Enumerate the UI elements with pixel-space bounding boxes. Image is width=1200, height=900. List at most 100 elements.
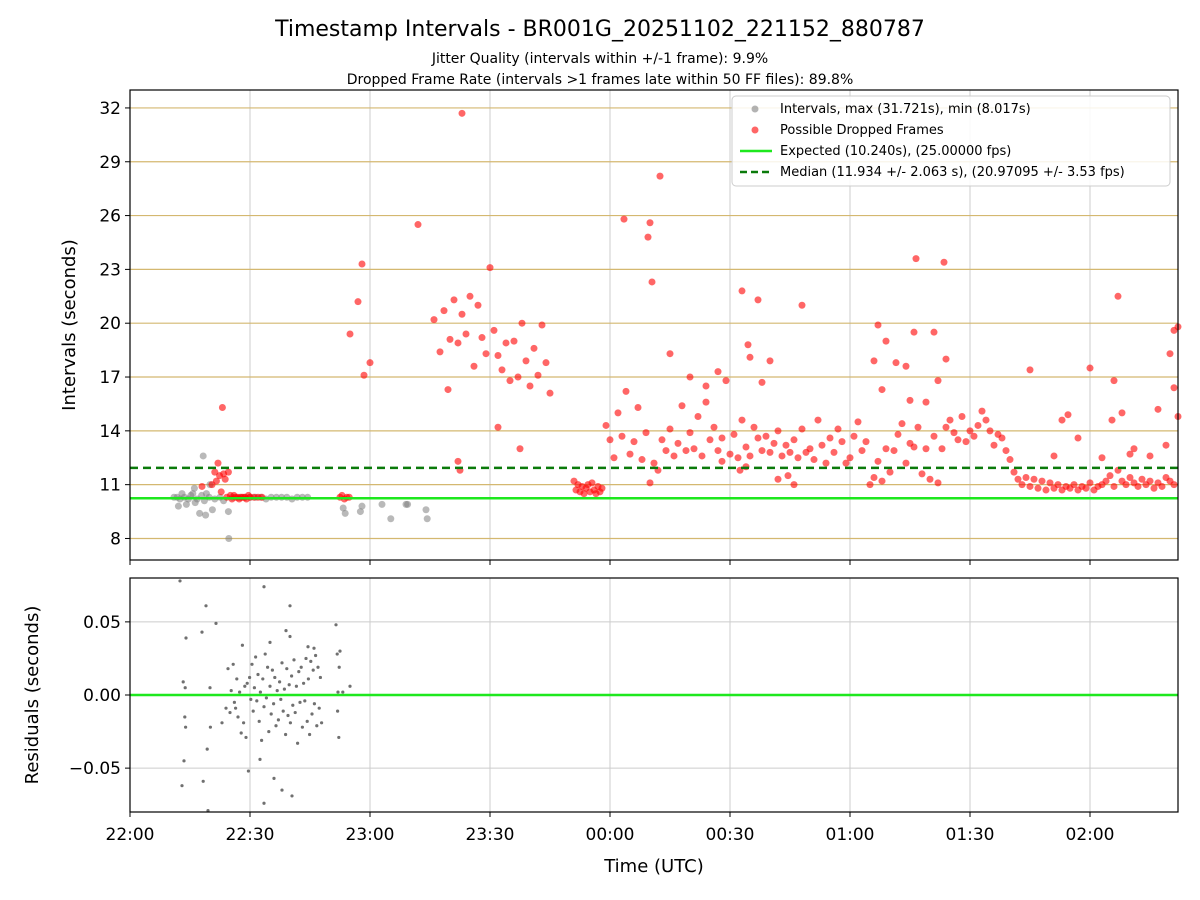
residual-point xyxy=(311,668,315,672)
dropped-frame-point xyxy=(726,450,734,458)
dropped-frame-point xyxy=(782,441,790,449)
residual-point xyxy=(284,732,288,737)
dropped-frame-point xyxy=(934,377,942,385)
dropped-frame-point xyxy=(618,432,626,440)
residual-point xyxy=(248,675,252,680)
dropped-frame-point xyxy=(1074,434,1082,442)
dropped-frame-point xyxy=(1118,409,1126,417)
dropped-frame-point xyxy=(902,362,910,370)
residuals-y-axis-label: Residuals (seconds) xyxy=(22,606,43,785)
residual-point xyxy=(302,681,306,685)
dropped-frame-point xyxy=(882,445,890,453)
dropped-frame-point xyxy=(758,378,766,386)
dropped-frame-point xyxy=(766,357,774,365)
legend-label-intervals: Intervals, max (31.721s), min (8.017s) xyxy=(780,102,1031,117)
residual-point xyxy=(290,674,294,678)
residuals-x-ticks: 22:00 22:30 23:00 23:30 00:00 00:30 01:00 01:30… xyxy=(106,812,1115,845)
residual-point xyxy=(337,735,341,740)
dropped-frame-point xyxy=(1122,481,1130,489)
dropped-frame-point xyxy=(626,450,634,458)
residual-point xyxy=(276,718,280,722)
residual-point xyxy=(224,706,228,710)
dropped-frame-point xyxy=(682,447,690,455)
x-tick-label: 01:30 xyxy=(946,825,995,845)
residual-point xyxy=(268,640,272,644)
dropped-frame-point xyxy=(1126,450,1134,458)
dropped-frame-point xyxy=(462,330,470,338)
dropped-frame-point xyxy=(346,330,354,338)
dropped-frame-point xyxy=(474,301,482,309)
dropped-frame-point xyxy=(1014,475,1022,483)
dropped-frame-point xyxy=(606,436,614,444)
dropped-frame-point xyxy=(678,402,686,410)
residual-point xyxy=(258,690,262,694)
x-tick-label: 00:00 xyxy=(586,825,635,845)
residual-point xyxy=(341,690,345,694)
residual-point xyxy=(201,779,205,783)
dropped-frame-point xyxy=(814,416,822,424)
interval-point xyxy=(202,511,210,519)
residual-point xyxy=(214,621,218,625)
interval-point xyxy=(404,500,412,508)
dropped-frame-point xyxy=(1082,484,1090,492)
residual-point xyxy=(264,696,268,700)
dropped-frame-point xyxy=(478,334,486,342)
legend-box xyxy=(731,95,1171,187)
x-tick-label: 01:00 xyxy=(826,825,875,845)
interval-point xyxy=(224,508,232,516)
residual-point xyxy=(226,667,230,671)
dropped-frame-point xyxy=(1102,477,1110,485)
dropped-frame-point xyxy=(588,479,596,487)
residuals-y-ticks: −0.05 0.00 0.05 xyxy=(69,613,130,779)
dropped-frame-point xyxy=(934,479,942,487)
dropped-frame-point xyxy=(646,479,654,487)
residual-point xyxy=(206,808,210,813)
dropped-frame-point xyxy=(440,307,448,315)
interval-point xyxy=(208,506,216,514)
residual-point xyxy=(298,700,302,704)
residual-point xyxy=(235,677,239,681)
dropped-frame-point xyxy=(634,404,642,412)
dropped-frame-point xyxy=(486,264,494,272)
dropped-frame-point xyxy=(1018,481,1026,489)
dropped-frame-point xyxy=(842,459,850,467)
residuals-series xyxy=(178,579,352,813)
x-axis-label: Time (UTC) xyxy=(603,856,704,877)
dropped-frame-point xyxy=(822,459,830,467)
residual-point xyxy=(261,677,265,681)
dropped-frame-point xyxy=(218,404,226,412)
dropped-frame-point xyxy=(790,436,798,444)
dropped-frame-point xyxy=(217,488,225,496)
dropped-frame-point xyxy=(1108,416,1116,424)
dropped-frame-point xyxy=(1050,452,1058,460)
dropped-frame-point xyxy=(662,447,670,455)
dropped-frame-point xyxy=(534,371,542,379)
residual-point xyxy=(296,741,300,745)
interval-point xyxy=(422,506,430,514)
residual-point xyxy=(245,681,249,685)
dropped-frame-point xyxy=(758,447,766,455)
residual-point xyxy=(280,788,284,792)
residual-point xyxy=(262,705,266,709)
x-tick-label: 02:00 xyxy=(1066,825,1115,845)
dropped-frame-point xyxy=(1150,484,1158,492)
dropped-frame-point xyxy=(874,457,882,465)
dropped-frame-point xyxy=(666,350,674,358)
dropped-frame-point xyxy=(754,296,762,304)
dropped-frame-point xyxy=(580,490,588,498)
residual-point xyxy=(294,684,298,688)
dropped-frame-point xyxy=(1130,445,1138,453)
dropped-frame-point xyxy=(730,430,738,438)
dropped-frame-point xyxy=(858,447,866,455)
dropped-frame-point xyxy=(542,359,550,367)
dropped-frame-point xyxy=(902,459,910,467)
dropped-frame-point xyxy=(966,427,974,435)
dropped-frame-point xyxy=(784,472,792,480)
dropped-frame-point xyxy=(882,337,890,345)
residual-point xyxy=(183,686,187,690)
dropped-frame-point xyxy=(1042,486,1050,494)
dropped-frame-point xyxy=(530,344,538,352)
dropped-frame-point xyxy=(211,468,219,476)
dropped-frame-point xyxy=(1026,482,1034,490)
residuals-y-tick-label: 0.00 xyxy=(83,686,121,706)
